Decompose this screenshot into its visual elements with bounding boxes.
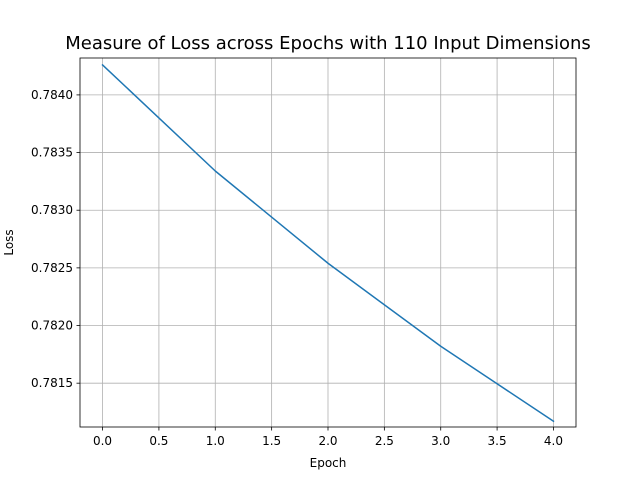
y-tick-label: 0.7820 [31,319,73,333]
x-tick-label: 1.5 [262,434,281,448]
x-tick-label: 1.0 [206,434,225,448]
loss-series-line [101,63,555,423]
x-tick-label: 0.0 [93,434,112,448]
x-tick-label: 3.5 [488,434,507,448]
y-axis-label: Loss [2,229,16,255]
chart-title: Measure of Loss across Epochs with 110 I… [65,33,591,54]
x-tick-label: 4.0 [544,434,563,448]
x-tick-label: 0.5 [149,434,168,448]
series-layer [101,63,555,423]
tick-layer: 0.0 0.5 1.0 1.5 2.0 2.5 3.0 3.5 4.0 0.7815 0.7820 0… [31,88,563,448]
y-tick-label: 0.7825 [31,261,73,275]
x-tick-label: 2.5 [375,434,394,448]
x-tick-label: 3.0 [431,434,450,448]
y-tick-label: 0.7835 [31,146,73,160]
y-tick-label: 0.7830 [31,203,73,217]
grid [80,58,576,427]
x-tick-label: 2.0 [318,434,337,448]
y-tick-label: 0.7840 [31,88,73,102]
y-tick-label: 0.7815 [31,376,73,390]
x-axis-label: Epoch [310,456,347,470]
